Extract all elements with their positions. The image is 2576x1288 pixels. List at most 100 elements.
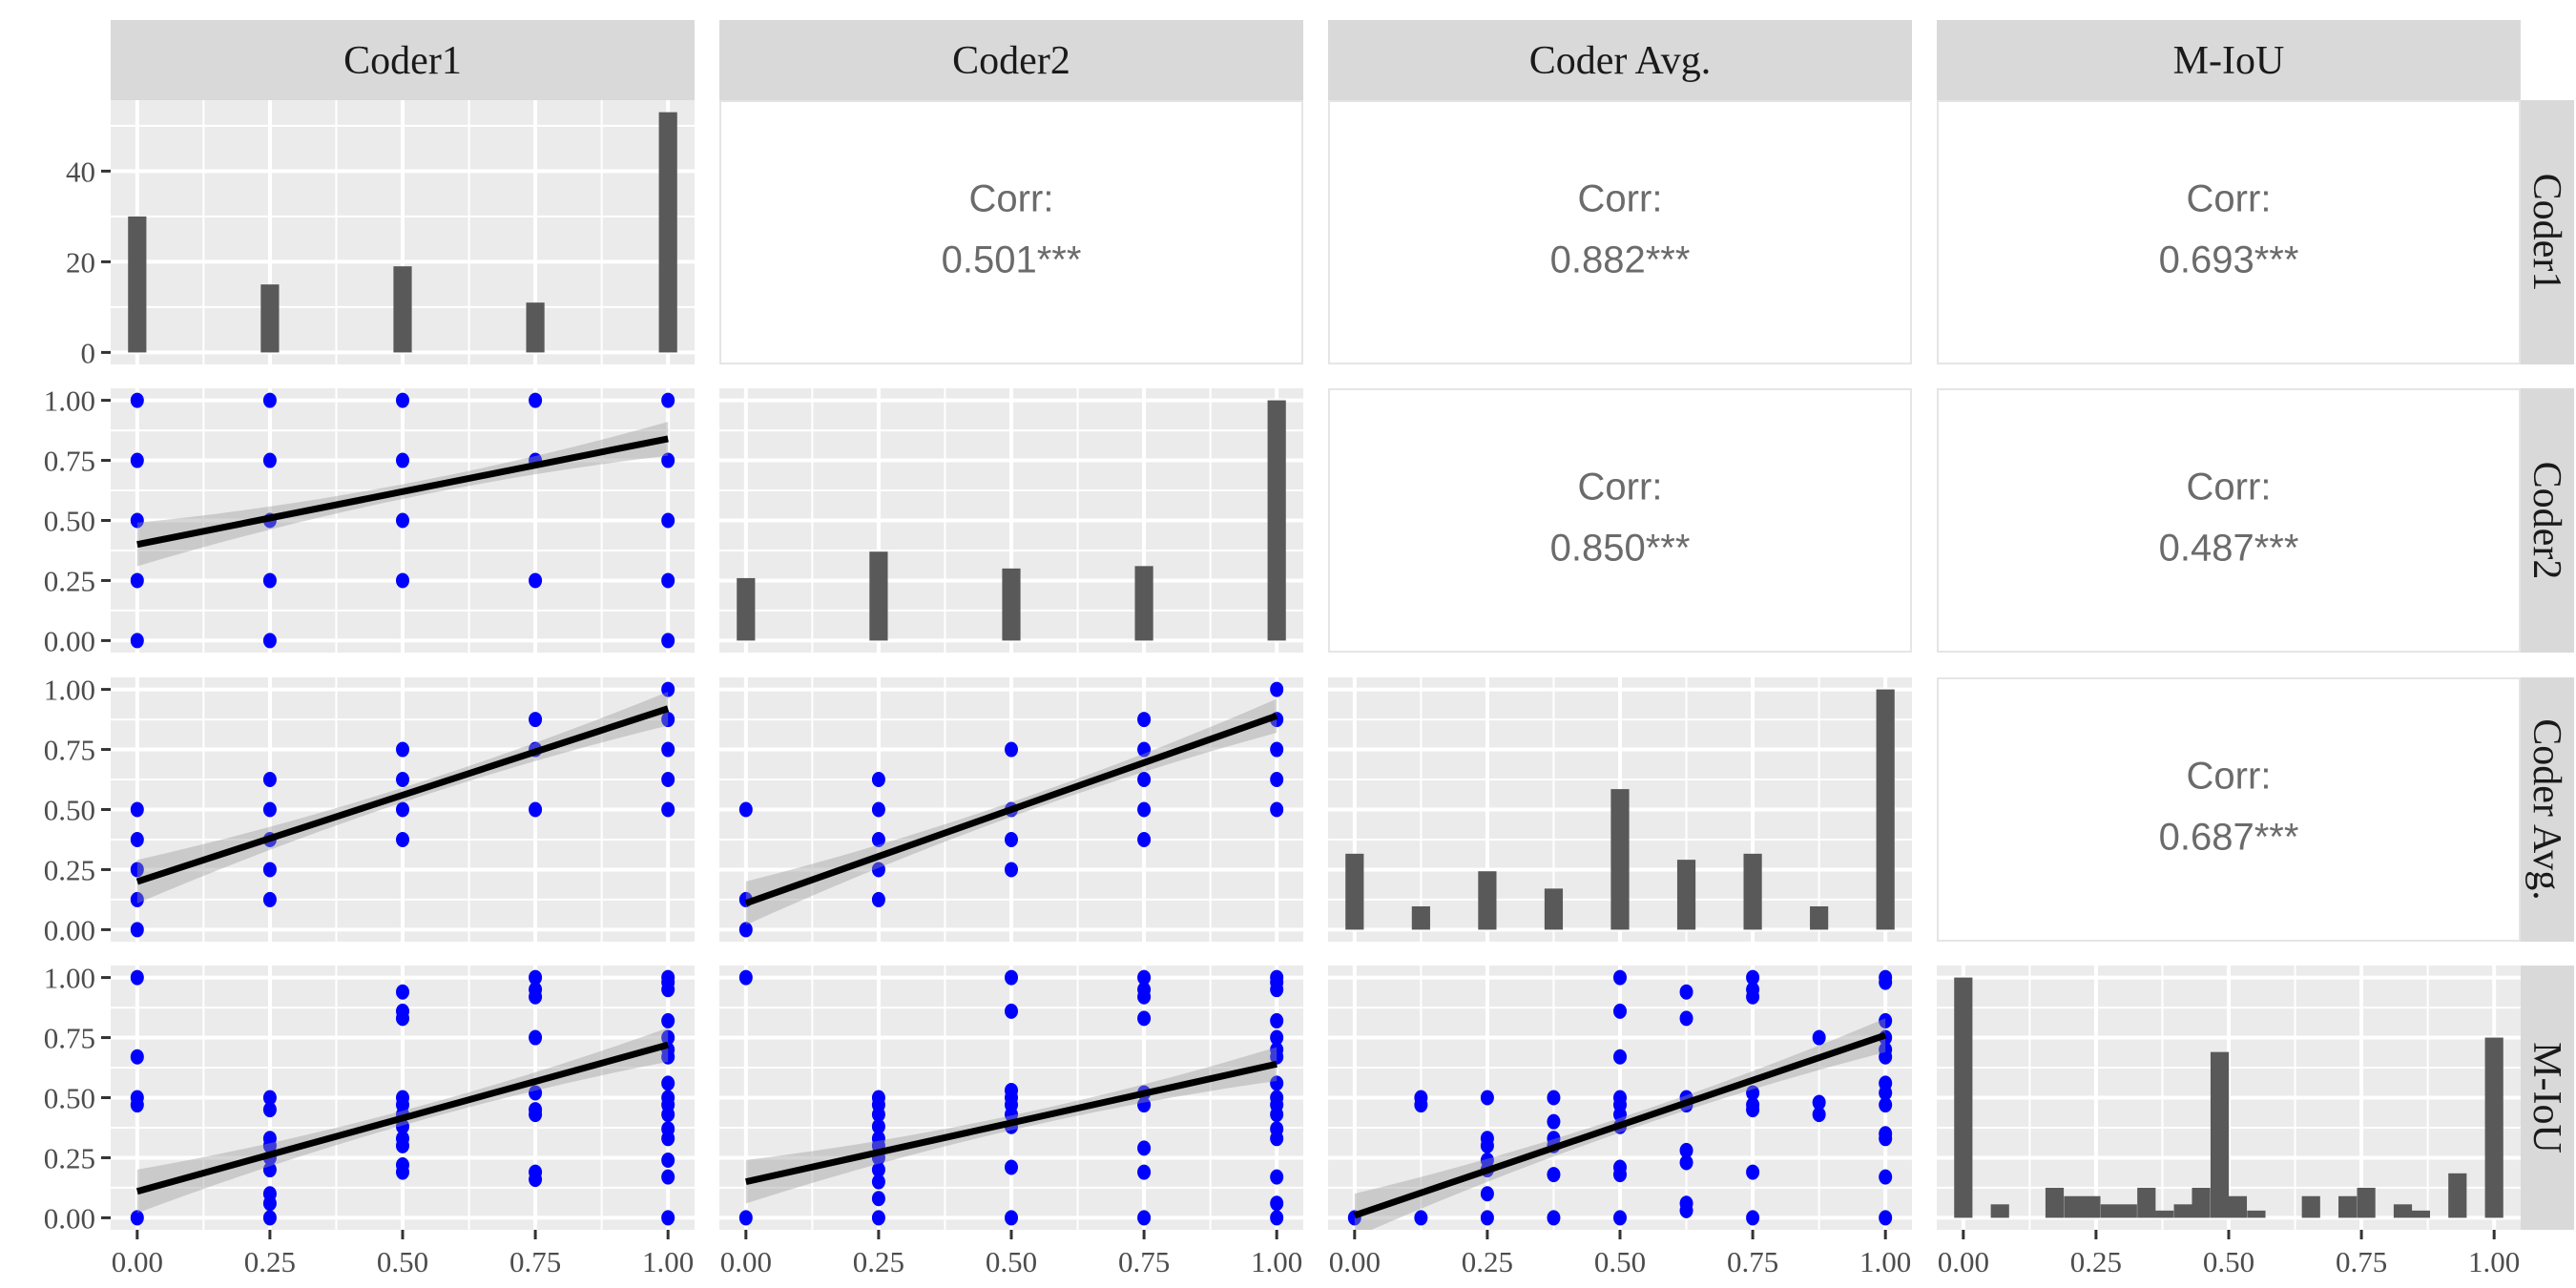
corr-panel-background [1328, 388, 1912, 653]
histogram-bar [1810, 905, 1829, 930]
data-point [1005, 1159, 1018, 1175]
corr-label: Corr: [2187, 178, 2272, 220]
data-point [1613, 1003, 1627, 1019]
x-tick-label: 0.00 [1938, 1245, 1989, 1278]
data-point [1270, 1075, 1284, 1091]
histogram-bar [1544, 888, 1564, 930]
x-tick-label: 1.00 [1251, 1245, 1302, 1278]
data-point [1137, 1010, 1152, 1027]
data-point [1270, 1195, 1284, 1212]
data-point [738, 969, 753, 986]
data-point [1812, 1094, 1826, 1111]
panel-2-1 [719, 677, 1303, 942]
data-point [1679, 1154, 1693, 1171]
corr-value: 0.501*** [942, 239, 1082, 281]
histogram-bar [1411, 905, 1430, 930]
data-point [1812, 1029, 1826, 1046]
column-strip [111, 20, 695, 100]
data-point [1547, 1090, 1561, 1106]
data-point [130, 633, 144, 649]
x-tick-label: 0.75 [1727, 1245, 1778, 1278]
histogram-bar [869, 551, 888, 641]
data-point [262, 862, 277, 878]
histogram-bar [2448, 1173, 2467, 1218]
data-point [396, 452, 409, 468]
data-point [130, 1210, 144, 1226]
data-point [661, 1169, 675, 1185]
data-point [738, 801, 753, 818]
histogram-bar [737, 577, 756, 641]
data-point [1270, 681, 1284, 697]
data-point [661, 712, 675, 728]
corr-panel-0-1: Corr: 0.501*** [719, 100, 1303, 364]
panel-3-1 [719, 966, 1303, 1230]
corr-value: 0.850*** [1550, 528, 1691, 570]
regression-line [135, 705, 670, 885]
data-point [1480, 1186, 1494, 1202]
panel-3-2 [1328, 966, 1912, 1230]
data-point [1005, 831, 1018, 847]
y-tick-label: 0.25 [44, 564, 95, 597]
corr-label: Corr: [2187, 467, 2272, 509]
corr-panel-background [719, 100, 1303, 364]
data-point [1270, 1029, 1284, 1046]
data-point [871, 831, 885, 847]
data-point [1746, 1085, 1760, 1101]
data-point [130, 891, 144, 907]
data-point [1005, 1003, 1018, 1019]
data-point [396, 741, 409, 758]
x-tick-label: 0.25 [1462, 1245, 1513, 1278]
y-tick-label: 0.00 [44, 1201, 95, 1235]
data-point [1679, 1202, 1693, 1218]
data-point [1879, 974, 1893, 990]
histogram-bar [1954, 977, 1973, 1218]
corr-panel-1-3: Corr: 0.487*** [1937, 388, 2521, 653]
data-point [661, 772, 675, 788]
data-point [1480, 1090, 1494, 1106]
x-tick-label: 1.00 [1859, 1245, 1911, 1278]
data-point [529, 392, 543, 408]
column-strip-label: Coder2 [952, 39, 1070, 83]
y-tick-label: 0.25 [44, 1141, 95, 1174]
histogram-bar [1743, 853, 1762, 930]
data-point [871, 891, 885, 907]
data-point [1137, 1210, 1152, 1226]
data-point [1613, 1049, 1627, 1065]
data-point [396, 801, 409, 818]
data-point [130, 969, 144, 986]
data-point [130, 862, 144, 878]
x-tick-label: 0.50 [986, 1245, 1037, 1278]
regression-line [745, 1060, 1278, 1186]
histogram-bar [658, 112, 677, 353]
corr-panel-2-3: Corr: 0.687*** [1937, 677, 2521, 942]
regression-line [744, 712, 1278, 907]
histogram-bar [1345, 853, 1364, 930]
data-point [1613, 1107, 1627, 1123]
data-point [1746, 969, 1760, 986]
corr-value: 0.693*** [2159, 239, 2299, 281]
data-point [130, 1097, 144, 1113]
histogram-bar [1876, 689, 1895, 930]
column-strip [719, 20, 1303, 100]
histogram-bar [2210, 1051, 2230, 1218]
data-point [661, 1029, 675, 1046]
data-point [1613, 969, 1627, 986]
data-point [661, 1049, 675, 1065]
regression-line [1353, 1031, 1887, 1219]
histogram-bar [2100, 1204, 2119, 1218]
data-point [871, 1210, 885, 1226]
data-point [396, 772, 409, 788]
data-point [529, 712, 543, 728]
data-point [1879, 1012, 1893, 1028]
data-point [262, 1102, 277, 1118]
data-point [396, 392, 409, 408]
x-tick-label: 0.75 [2336, 1245, 2387, 1278]
data-point [1137, 1097, 1152, 1113]
data-point [1005, 1210, 1018, 1226]
histogram-bar [1267, 400, 1286, 641]
corr-label: Corr: [969, 178, 1054, 220]
data-point [661, 801, 675, 818]
data-point [1270, 1169, 1284, 1185]
corr-panel-background [1937, 677, 2521, 942]
